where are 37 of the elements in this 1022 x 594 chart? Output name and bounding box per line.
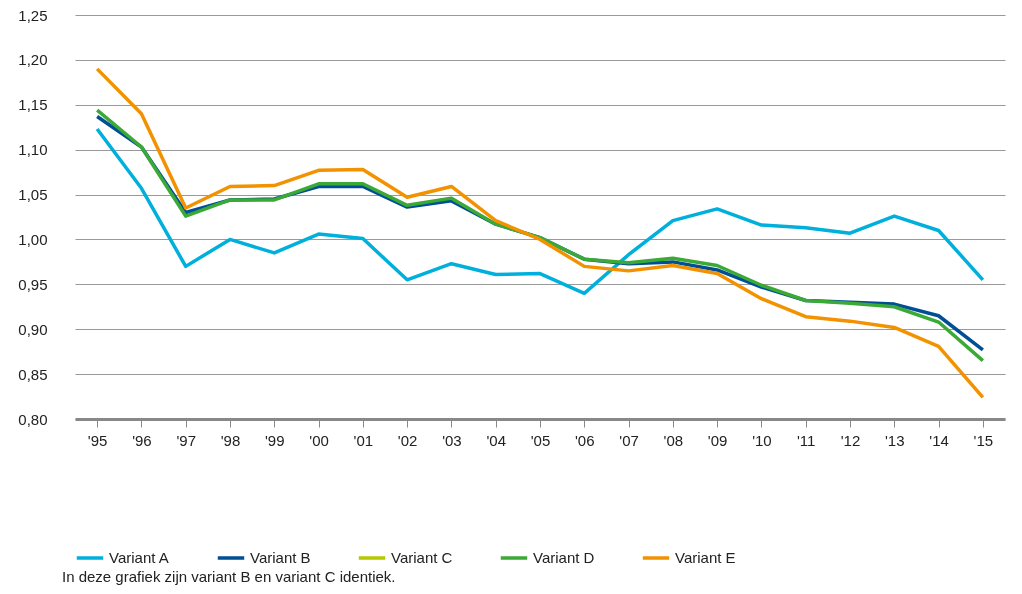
y-tick-label: 0,85 bbox=[18, 365, 48, 383]
y-tick-label: 1,25 bbox=[18, 6, 48, 24]
legend-label: Variant A bbox=[109, 549, 169, 566]
x-tick-label: '15 bbox=[973, 431, 994, 449]
x-tick-label: '06 bbox=[575, 431, 595, 449]
legend-label: Variant E bbox=[675, 549, 736, 566]
x-tick-label: '00 bbox=[309, 431, 329, 449]
x-tick-label: '05 bbox=[530, 431, 551, 449]
x-tick-label: '09 bbox=[707, 431, 728, 449]
x-tick-label: '97 bbox=[176, 431, 196, 449]
legend-label: Variant B bbox=[250, 549, 311, 566]
y-tick-label: 1,15 bbox=[18, 96, 48, 114]
y-tick-label: 0,95 bbox=[18, 275, 48, 293]
x-tick-label: '12 bbox=[840, 431, 861, 449]
y-tick-label: 1,10 bbox=[18, 141, 48, 159]
x-tick-label: '10 bbox=[752, 431, 772, 449]
x-tick-label: '99 bbox=[265, 431, 285, 449]
legend-label: Variant D bbox=[533, 549, 595, 566]
text: In deze grafiek zijn variant B en variant C identiek. bbox=[62, 568, 396, 585]
x-tick-label: '98 bbox=[220, 431, 241, 449]
x-tick-label: '13 bbox=[885, 431, 905, 449]
y-tick-label: 0,90 bbox=[18, 320, 48, 338]
y-tick-label: 1,20 bbox=[18, 51, 48, 69]
x-tick-label: '07 bbox=[619, 431, 639, 449]
legend-label: Variant C bbox=[391, 549, 453, 566]
x-tick-label: '95 bbox=[87, 431, 108, 449]
x-tick-label: '01 bbox=[353, 431, 374, 449]
x-tick-label: '96 bbox=[132, 431, 152, 449]
x-tick-label: '11 bbox=[797, 431, 816, 449]
x-tick-label: '08 bbox=[663, 431, 684, 449]
y-tick-label: 1,00 bbox=[18, 230, 48, 248]
x-tick-label: '14 bbox=[929, 431, 949, 449]
x-tick-label: '03 bbox=[442, 431, 462, 449]
x-tick-label: '04 bbox=[486, 431, 506, 449]
y-tick-label: 0,80 bbox=[18, 410, 48, 428]
y-tick-label: 1,05 bbox=[18, 186, 48, 204]
x-tick-label: '02 bbox=[397, 431, 418, 449]
